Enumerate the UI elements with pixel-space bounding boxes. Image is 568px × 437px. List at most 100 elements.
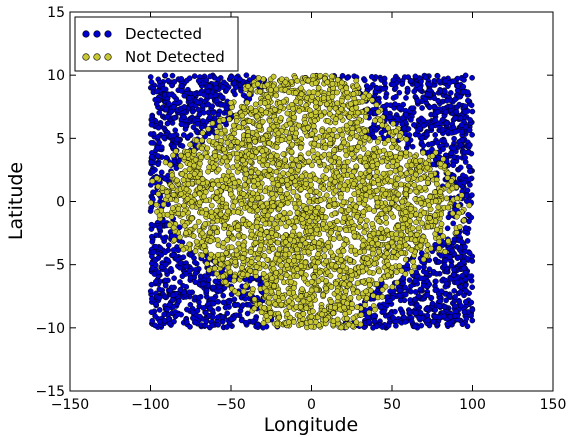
scatter-point [403, 95, 409, 101]
scatter-point [215, 111, 222, 118]
scatter-point [230, 235, 237, 242]
scatter-point [173, 148, 179, 154]
scatter-point [308, 112, 315, 118]
scatter-point [252, 108, 259, 114]
scatter-point [148, 139, 155, 146]
scatter-point [405, 126, 412, 132]
scatter-point [255, 75, 262, 81]
scatter-point [381, 75, 388, 82]
scatter-point [180, 211, 186, 217]
scatter-point [418, 175, 424, 182]
scatter-point [447, 254, 453, 261]
scatter-point [397, 170, 404, 177]
scatter-point [443, 109, 449, 115]
scatter-point [338, 324, 345, 331]
scatter-point [463, 315, 470, 322]
scatter-point [159, 185, 166, 191]
scatter-point [377, 304, 384, 310]
scatter-point [341, 241, 347, 248]
scatter-point [351, 191, 358, 197]
scatter-point [453, 213, 460, 220]
scatter-point [417, 286, 424, 293]
scatter-point [296, 108, 303, 114]
scatter-point [374, 169, 381, 175]
scatter-point [340, 248, 347, 254]
scatter-point [153, 278, 159, 285]
scatter-point [458, 238, 465, 245]
scatter-point [362, 222, 369, 229]
scatter-point [178, 83, 184, 89]
scatter-point [384, 243, 391, 250]
scatter-point [390, 137, 397, 144]
scatter-point [368, 73, 375, 80]
scatter-point [207, 114, 213, 121]
scatter-point [417, 85, 424, 92]
scatter-point [408, 283, 414, 289]
scatter-point [181, 114, 187, 120]
scatter-point [364, 255, 370, 262]
scatter-point [375, 248, 382, 255]
scatter-point [207, 238, 214, 244]
scatter-point [433, 270, 440, 277]
scatter-point [148, 79, 155, 85]
scatter-point [434, 226, 440, 233]
scatter-point [297, 303, 304, 310]
scatter-point [167, 161, 174, 168]
scatter-point [352, 247, 358, 254]
scatter-point [445, 238, 452, 244]
scatter-point [156, 212, 163, 219]
scatter-point [156, 286, 163, 293]
scatter-point [373, 187, 380, 194]
scatter-point [413, 302, 420, 309]
scatter-point [446, 293, 452, 300]
scatter-point [457, 284, 464, 290]
scatter-point [184, 306, 190, 313]
scatter-point [429, 153, 436, 159]
scatter-point [207, 305, 214, 312]
scatter-point [436, 314, 443, 321]
scatter-point [156, 139, 162, 146]
scatter-point [186, 95, 193, 101]
scatter-point [464, 238, 471, 244]
scatter-point [245, 83, 251, 89]
scatter-point [454, 255, 461, 261]
scatter-point [213, 134, 220, 140]
scatter-point [468, 299, 475, 306]
scatter-point [407, 212, 414, 219]
scatter-point [411, 182, 418, 189]
scatter-point [360, 146, 367, 152]
scatter-point [411, 263, 418, 270]
scatter-point [177, 260, 184, 267]
scatter-point [241, 233, 247, 240]
scatter-point [433, 181, 440, 187]
scatter-point [393, 181, 399, 188]
scatter-point [270, 203, 277, 210]
scatter-point [311, 140, 318, 147]
scatter-point [218, 93, 224, 100]
scatter-point [422, 74, 429, 81]
scatter-point [192, 270, 199, 277]
scatter-point [203, 77, 210, 83]
scatter-point [465, 149, 472, 155]
scatter-point [222, 304, 229, 311]
scatter-point [441, 262, 448, 269]
scatter-point [210, 295, 217, 302]
scatter-point [360, 209, 367, 215]
scatter-point [464, 323, 471, 330]
scatter-point [231, 302, 238, 309]
scatter-point [416, 315, 422, 321]
scatter-point [431, 95, 438, 102]
scatter-point [441, 88, 448, 95]
scatter-point [399, 81, 406, 87]
scatter-point [186, 289, 193, 296]
scatter-point [361, 128, 368, 135]
scatter-point [294, 78, 301, 84]
scatter-point [456, 93, 463, 100]
scatter-point [247, 158, 254, 165]
scatter-point [444, 321, 451, 327]
scatter-point [286, 298, 292, 304]
scatter-point [298, 91, 305, 98]
scatter-point [232, 91, 238, 98]
scatter-point [409, 225, 416, 232]
scatter-point [402, 256, 409, 263]
